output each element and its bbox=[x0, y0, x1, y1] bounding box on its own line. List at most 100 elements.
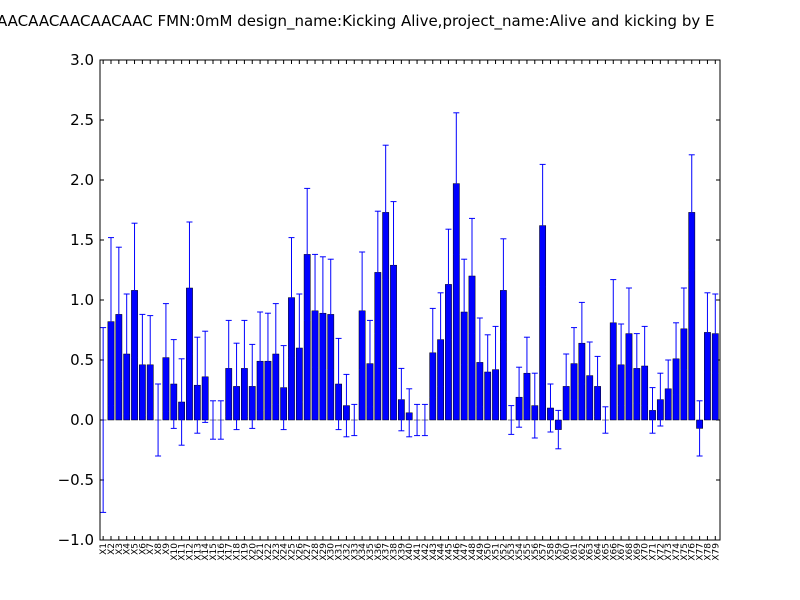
x-tick-label: X30 bbox=[327, 543, 337, 561]
y-tick-label: 0.0 bbox=[70, 411, 94, 429]
error-bar bbox=[680, 287, 687, 371]
error-bar bbox=[366, 319, 373, 408]
x-tick-label: X19 bbox=[240, 543, 250, 561]
x-tick-label: X15 bbox=[209, 543, 219, 561]
error-bar bbox=[500, 238, 507, 343]
error-bar bbox=[296, 293, 303, 403]
error-bar bbox=[712, 293, 719, 374]
error-bar bbox=[602, 406, 609, 434]
error-bar bbox=[178, 358, 185, 446]
x-tick-label: X33 bbox=[350, 543, 360, 561]
x-tick-label: X31 bbox=[335, 543, 345, 561]
x-tick-label: X74 bbox=[672, 543, 682, 561]
x-tick-label: X22 bbox=[264, 543, 274, 561]
x-tick-label: X48 bbox=[468, 543, 478, 561]
y-tick-label: 1.5 bbox=[70, 231, 94, 249]
x-tick-label: X50 bbox=[484, 543, 494, 561]
error-bar bbox=[115, 246, 122, 383]
error-bar bbox=[429, 307, 436, 398]
error-bar bbox=[304, 187, 311, 321]
x-tick-label: X27 bbox=[303, 543, 313, 561]
error-bar bbox=[210, 400, 217, 440]
error-bar bbox=[123, 293, 130, 415]
x-tick-label: X52 bbox=[499, 543, 509, 561]
error-bar bbox=[421, 403, 428, 437]
x-tick-label: X43 bbox=[429, 543, 439, 561]
x-tick-label: X8 bbox=[154, 543, 164, 555]
error-bar bbox=[610, 279, 617, 367]
y-tick-label: 1.0 bbox=[70, 291, 94, 309]
error-bar bbox=[531, 372, 538, 439]
error-bar bbox=[312, 253, 319, 368]
y-tick-label: −1.0 bbox=[58, 531, 94, 549]
x-tick-label: X76 bbox=[688, 543, 698, 561]
error-bar bbox=[673, 322, 680, 396]
x-tick-label: X78 bbox=[703, 543, 713, 561]
x-tick-label: X51 bbox=[492, 543, 502, 561]
x-tick-label: X49 bbox=[476, 543, 486, 561]
x-tick-label: X63 bbox=[586, 543, 596, 561]
error-bar bbox=[563, 353, 570, 420]
x-tick-label: X46 bbox=[452, 543, 462, 561]
x-tick-label: X38 bbox=[390, 543, 400, 561]
error-bar bbox=[225, 319, 232, 417]
error-bar bbox=[170, 339, 177, 429]
error-bar bbox=[665, 359, 672, 419]
error-bar bbox=[453, 112, 460, 255]
x-tick-label: X69 bbox=[633, 543, 643, 561]
error-bar bbox=[335, 337, 342, 431]
x-tick-label: X56 bbox=[531, 543, 541, 561]
error-bar bbox=[327, 258, 334, 371]
x-tick-label: X41 bbox=[413, 543, 423, 561]
x-tick-label: X59 bbox=[554, 543, 564, 561]
x-tick-label: X68 bbox=[625, 543, 635, 561]
x-tick-label: X12 bbox=[185, 543, 195, 561]
error-bar bbox=[139, 313, 146, 416]
error-bar bbox=[469, 217, 475, 335]
error-bar bbox=[437, 292, 444, 387]
x-tick-label: X75 bbox=[680, 543, 690, 561]
error-bar bbox=[249, 343, 256, 429]
error-bar bbox=[155, 383, 162, 457]
x-tick-label: X34 bbox=[358, 543, 368, 561]
x-tick-label: X20 bbox=[248, 543, 258, 561]
x-tick-label: X37 bbox=[382, 543, 392, 561]
x-tick-label: X65 bbox=[601, 543, 611, 561]
error-bar bbox=[147, 315, 154, 415]
error-bar bbox=[461, 258, 468, 366]
error-bar bbox=[131, 222, 138, 359]
x-tick-label: X21 bbox=[256, 543, 266, 561]
x-tick-label: X64 bbox=[594, 543, 604, 561]
error-bar bbox=[594, 355, 601, 417]
error-bar bbox=[382, 144, 389, 281]
error-bar bbox=[217, 400, 224, 440]
error-bar bbox=[476, 317, 483, 408]
y-tick-label: 2.5 bbox=[70, 111, 94, 129]
error-bar bbox=[257, 311, 264, 411]
x-tick-label: X4 bbox=[123, 543, 133, 555]
x-tick-label: X67 bbox=[617, 543, 627, 561]
x-tick-label: X35 bbox=[366, 543, 376, 561]
error-bar bbox=[398, 367, 405, 432]
x-tick-label: X25 bbox=[287, 543, 297, 561]
x-tick-label: X70 bbox=[641, 543, 651, 561]
error-bar bbox=[374, 210, 381, 335]
x-tick-label: X55 bbox=[523, 543, 533, 561]
error-bar bbox=[343, 373, 350, 438]
x-tick-label: X57 bbox=[539, 543, 549, 561]
x-tick-label: X53 bbox=[507, 543, 517, 561]
error-bar bbox=[359, 251, 366, 371]
x-tick-label: X17 bbox=[225, 543, 235, 561]
y-tick-label: 3.0 bbox=[70, 51, 94, 69]
x-tick-label: X79 bbox=[711, 543, 721, 561]
x-tick-label: X29 bbox=[319, 543, 329, 561]
x-tick-label: X14 bbox=[201, 543, 211, 561]
x-tick-label: X16 bbox=[217, 543, 227, 561]
x-tick-label: X60 bbox=[562, 543, 572, 561]
x-tick-label: X24 bbox=[280, 543, 290, 561]
x-tick-label: X42 bbox=[421, 543, 431, 561]
error-bar bbox=[162, 303, 169, 413]
error-bar bbox=[523, 336, 530, 410]
x-tick-label: X10 bbox=[170, 543, 180, 561]
error-bar bbox=[100, 327, 107, 513]
